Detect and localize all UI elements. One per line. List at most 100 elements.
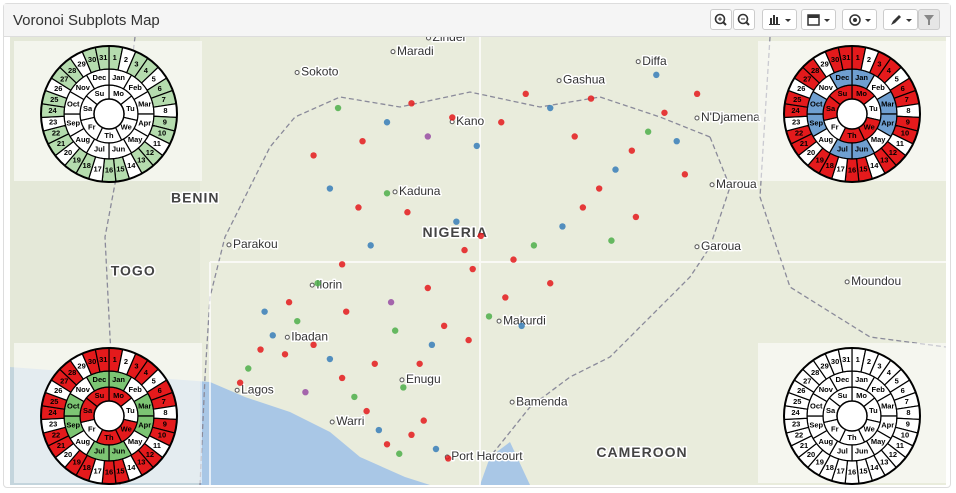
day-label: 21 [57,139,65,148]
data-point [338,261,346,268]
outer-ring [783,45,921,183]
month-label: Jun [855,145,869,154]
day-label: 4 [887,368,892,377]
draw-button[interactable] [883,9,918,30]
data-point [326,355,334,363]
day-label: 21 [800,139,808,148]
city-label: Ilorin [316,277,342,291]
center-hole [93,400,125,432]
month-label: Jan [112,73,125,82]
data-point [351,393,358,401]
day-label: 7 [905,95,909,104]
day-label: 5 [895,74,899,83]
month-label: Apr [138,421,151,430]
month-label: Apr [138,119,151,128]
month-label: May [871,437,886,446]
day-label: 13 [137,457,145,466]
day-label: 19 [816,155,824,164]
day-label: 28 [68,66,76,75]
weekday-label: We [864,425,875,434]
day-label: 27 [803,74,811,83]
target-button[interactable] [842,9,877,30]
city-marker [309,282,315,288]
zoom-out-button[interactable] [733,9,755,30]
data-point [314,280,321,287]
day-label: 29 [77,60,85,69]
day-label: 16 [848,165,856,174]
weekday-label: Mo [113,89,124,98]
weekday-label: Tu [126,104,135,113]
data-point [522,90,529,98]
city-label: Kano [456,114,484,128]
month-label: Nov [819,385,834,394]
data-point [302,388,309,396]
day-label: 19 [816,457,824,466]
day-label: 29 [820,60,828,69]
weekday-label: Th [847,131,857,140]
data-point [424,133,432,140]
day-label: 9 [163,420,167,429]
day-label: 23 [49,420,57,429]
day-label: 3 [877,362,881,371]
data-point [518,322,525,330]
month-label: Oct [810,401,823,410]
day-label: 15 [859,466,867,475]
data-point [367,242,374,249]
day-label: 18 [826,161,834,170]
country-label: BENIN [171,190,220,206]
day-label: 11 [153,139,161,148]
weekday-label: Th [847,433,857,442]
day-label: 14 [870,161,879,170]
data-point [355,204,362,211]
data-point [285,299,293,306]
day-label: 31 [99,53,107,62]
data-point [261,308,268,315]
calendar-button[interactable] [801,9,836,30]
day-label: 6 [158,386,162,395]
filter-button[interactable] [918,9,940,30]
day-label: 6 [158,84,162,93]
month-label: Jun [112,447,126,456]
city-marker [509,399,515,405]
data-point [498,119,505,126]
month-label: Jul [94,145,105,154]
month-label: Apr [881,421,894,430]
city-marker [392,189,398,195]
chart-type-button[interactable] [762,9,797,30]
city-label: Maroua [716,177,757,191]
zoom-in-button[interactable] [710,9,732,30]
city-marker [709,182,715,188]
weekday-label: Mo [856,391,867,400]
data-point [571,133,578,140]
day-label: 30 [831,55,839,64]
data-point [653,71,660,79]
data-point [310,341,317,349]
day-label: 28 [811,368,819,377]
data-point [632,213,640,221]
day-label: 7 [905,397,909,406]
day-label: 11 [153,441,161,450]
month-label: Nov [76,83,91,92]
month-label: Dec [836,375,850,384]
month-label: Dec [93,375,107,384]
city-label: Enugu [406,372,441,386]
widget-title: Voronoi Subplots Map [13,12,160,29]
data-point [420,417,427,424]
country-label: NIGERIA [422,224,487,240]
country-label: CAMEROON [596,444,687,460]
data-point [359,137,366,145]
outer-ring [783,347,921,485]
icon [891,15,912,25]
city-label: Sokoto [301,65,339,79]
day-label: 25 [50,397,58,406]
month-label: Sep [809,421,823,430]
data-point [428,341,436,349]
month-label: Sep [66,119,80,128]
data-point [383,190,391,197]
data-point [245,365,252,372]
city-label: Warri [336,414,364,428]
data-point [383,441,391,448]
month-label: May [128,135,143,144]
day-label: 12 [146,450,154,459]
